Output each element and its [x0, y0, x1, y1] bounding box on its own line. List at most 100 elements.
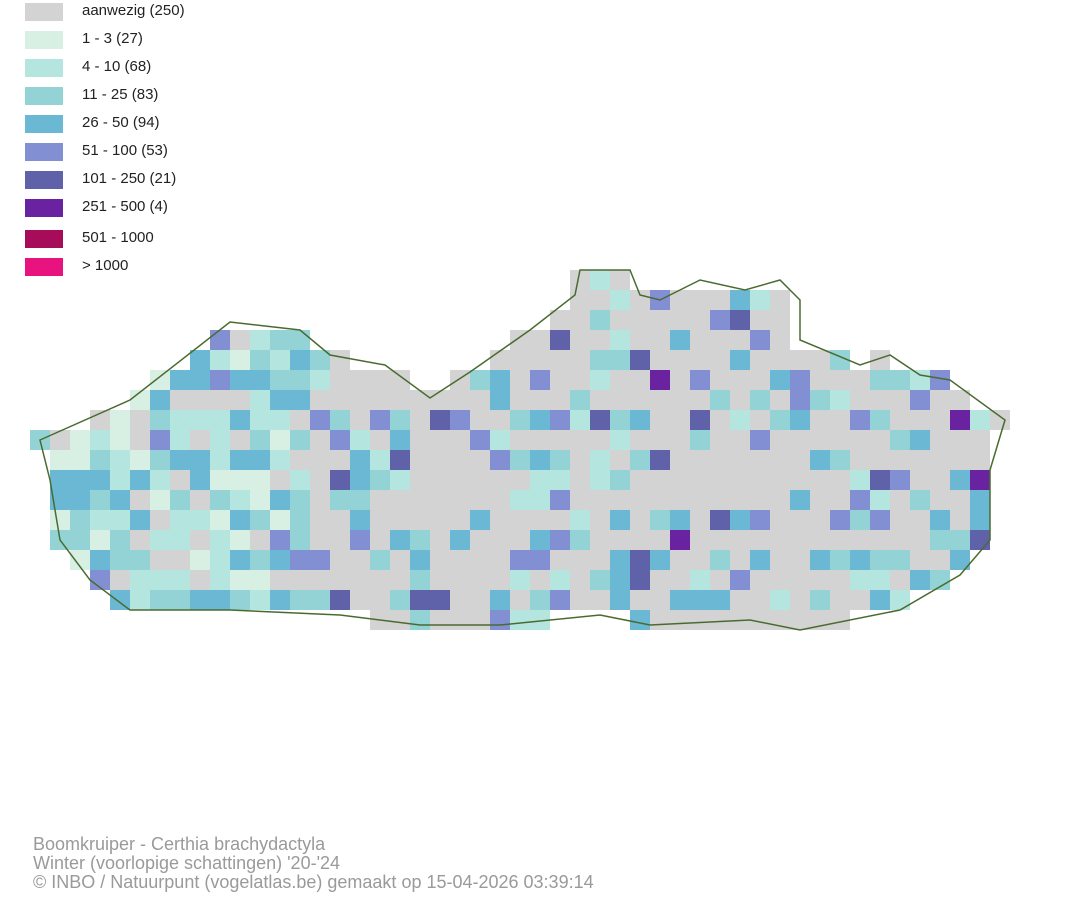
grid-cell	[670, 550, 690, 570]
grid-cell	[850, 390, 870, 410]
grid-cell	[890, 530, 910, 550]
grid-cell	[210, 430, 230, 450]
legend-label: 101 - 250 (21)	[82, 170, 176, 187]
grid-cell	[670, 430, 690, 450]
grid-cell	[190, 470, 210, 490]
grid-cell	[150, 470, 170, 490]
grid-cell	[210, 370, 230, 390]
grid-cell	[390, 370, 410, 390]
grid-cell	[430, 570, 450, 590]
grid-cell	[290, 590, 310, 610]
grid-cell	[950, 530, 970, 550]
legend-swatch	[25, 115, 63, 133]
grid-cell	[170, 450, 190, 470]
grid-cell	[250, 330, 270, 350]
grid-cell	[790, 390, 810, 410]
grid-cell	[670, 290, 690, 310]
grid-cell	[950, 450, 970, 470]
grid-cell	[550, 350, 570, 370]
grid-cell	[150, 570, 170, 590]
grid-cell	[470, 430, 490, 450]
grid-cell	[610, 290, 630, 310]
legend-label: > 1000	[82, 257, 128, 274]
grid-cell	[630, 550, 650, 570]
grid-cell	[290, 330, 310, 350]
grid-cell	[230, 390, 250, 410]
grid-cell	[710, 410, 730, 430]
grid-cell	[190, 350, 210, 370]
grid-cell	[830, 410, 850, 430]
grid-cell	[50, 510, 70, 530]
grid-cell	[190, 450, 210, 470]
grid-cell	[950, 410, 970, 430]
grid-cell	[190, 550, 210, 570]
grid-cell	[490, 490, 510, 510]
grid-cell	[110, 410, 130, 430]
grid-cell	[770, 450, 790, 470]
grid-cell	[390, 590, 410, 610]
grid-cell	[530, 550, 550, 570]
grid-cell	[290, 370, 310, 390]
grid-cell	[430, 510, 450, 530]
grid-cell	[670, 350, 690, 370]
grid-cell	[310, 590, 330, 610]
grid-cell	[490, 450, 510, 470]
grid-cell	[550, 470, 570, 490]
grid-cell	[830, 450, 850, 470]
grid-cell	[490, 510, 510, 530]
grid-cell	[870, 590, 890, 610]
grid-cell	[170, 430, 190, 450]
grid-cell	[390, 610, 410, 630]
grid-cell	[390, 390, 410, 410]
grid-cell	[870, 510, 890, 530]
grid-cell	[650, 390, 670, 410]
grid-cell	[570, 270, 590, 290]
grid-cell	[870, 470, 890, 490]
grid-cell	[710, 570, 730, 590]
grid-cell	[590, 430, 610, 450]
grid-cell	[190, 570, 210, 590]
grid-cell	[270, 510, 290, 530]
footer-species: Boomkruiper - Certhia brachydactyla	[33, 834, 326, 854]
grid-cell	[90, 450, 110, 470]
grid-cell	[830, 570, 850, 590]
grid-cell	[890, 570, 910, 590]
grid-cell	[270, 370, 290, 390]
grid-cell	[690, 550, 710, 570]
grid-cell	[790, 470, 810, 490]
grid-cell	[670, 450, 690, 470]
grid-cell	[950, 550, 970, 570]
grid-cell	[610, 490, 630, 510]
grid-cell	[730, 530, 750, 550]
grid-cell	[950, 390, 970, 410]
grid-cell	[770, 430, 790, 450]
grid-cell	[710, 370, 730, 390]
grid-cell	[170, 570, 190, 590]
grid-cell	[690, 330, 710, 350]
grid-cell	[210, 570, 230, 590]
grid-cell	[530, 410, 550, 430]
grid-cell	[750, 590, 770, 610]
grid-cell	[250, 570, 270, 590]
grid-cell	[750, 450, 770, 470]
grid-cell	[270, 570, 290, 590]
grid-cell	[690, 490, 710, 510]
grid-cell	[630, 390, 650, 410]
grid-cell	[650, 510, 670, 530]
grid-cell	[690, 310, 710, 330]
grid-cell	[150, 430, 170, 450]
grid-cell	[110, 590, 130, 610]
grid-cell	[70, 430, 90, 450]
grid-cell	[890, 430, 910, 450]
grid-cell	[130, 570, 150, 590]
grid-cell	[770, 310, 790, 330]
grid-cell	[650, 410, 670, 430]
grid-cell	[430, 550, 450, 570]
grid-cell	[430, 610, 450, 630]
grid-cell	[690, 530, 710, 550]
grid-cell	[170, 470, 190, 490]
grid-cell	[570, 370, 590, 390]
grid-cell	[170, 410, 190, 430]
grid-cell	[330, 550, 350, 570]
grid-cell	[570, 330, 590, 350]
